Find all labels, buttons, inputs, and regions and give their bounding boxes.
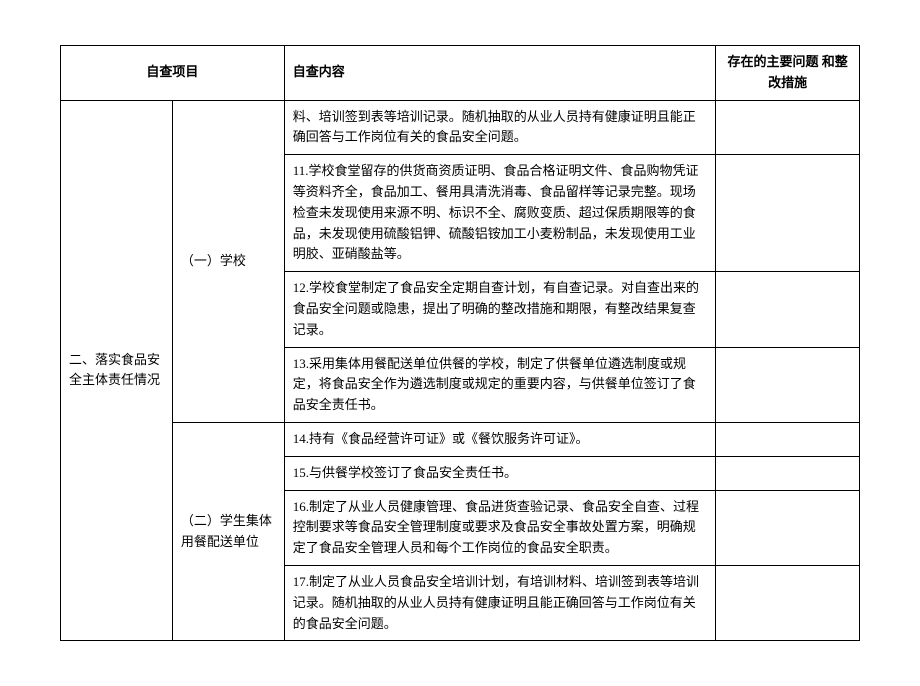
content-cell: 16.制定了从业人员健康管理、食品进货查验记录、食品安全自查、过程控制要求等食品… (284, 490, 715, 565)
content-cell: 17.制定了从业人员食品安全培训计划，有培训材料、培训签到表等培训记录。随机抽取… (284, 565, 715, 640)
issues-cell (716, 490, 860, 565)
content-cell: 15.与供餐学校签订了食品安全责任书。 (284, 456, 715, 490)
content-cell: 12.学校食堂制定了食品安全定期自查计划，有自查记录。对自查出来的食品安全问题或… (284, 272, 715, 347)
issues-cell (716, 565, 860, 640)
header-content: 自查内容 (284, 46, 715, 101)
issues-cell (716, 155, 860, 272)
table-header-row: 自查项目 自查内容 存在的主要问题 和整改措施 (61, 46, 860, 101)
content-cell: 料、培训签到表等培训记录。随机抽取的从业人员持有健康证明且能正确回答与工作岗位有… (284, 100, 715, 155)
issues-cell (716, 272, 860, 347)
issues-cell (716, 347, 860, 422)
sub2-title: （二）学生集体用餐配送单位 (172, 422, 284, 640)
sub1-title: （一）学校 (172, 100, 284, 422)
content-cell: 11.学校食堂留存的供货商资质证明、食品合格证明文件、食品购物凭证等资料齐全，食… (284, 155, 715, 272)
section-title: 二、落实食品安全主体责任情况 (61, 100, 173, 641)
table-row: 二、落实食品安全主体责任情况 （一）学校 料、培训签到表等培训记录。随机抽取的从… (61, 100, 860, 155)
self-inspection-table: 自查项目 自查内容 存在的主要问题 和整改措施 二、落实食品安全主体责任情况 （… (60, 45, 860, 641)
content-cell: 13.采用集体用餐配送单位供餐的学校，制定了供餐单位遴选制度或规定，将食品安全作… (284, 347, 715, 422)
content-cell: 14.持有《食品经营许可证》或《餐饮服务许可证》。 (284, 422, 715, 456)
issues-cell (716, 100, 860, 155)
header-issues: 存在的主要问题 和整改措施 (716, 46, 860, 101)
issues-cell (716, 422, 860, 456)
header-project: 自查项目 (61, 46, 285, 101)
issues-cell (716, 456, 860, 490)
table-row: （二）学生集体用餐配送单位 14.持有《食品经营许可证》或《餐饮服务许可证》。 (61, 422, 860, 456)
